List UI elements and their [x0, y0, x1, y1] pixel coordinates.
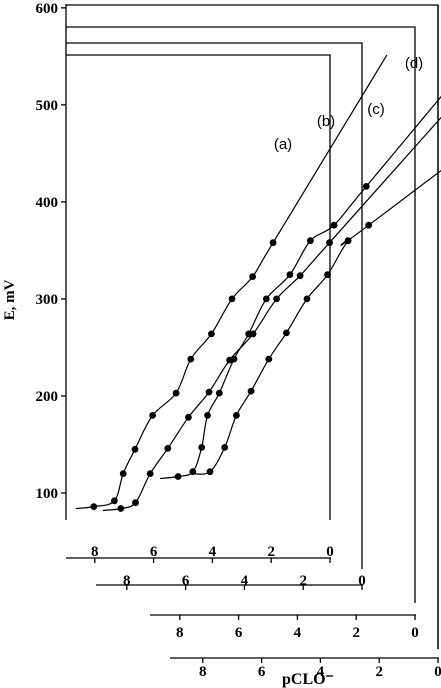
data-point: [132, 499, 139, 507]
x-tick-label: 2: [299, 573, 307, 589]
panel-border: [66, 26, 416, 603]
data-points: [90, 183, 373, 512]
data-point: [174, 473, 182, 480]
curve-labels: (a) (b) (c) (d): [274, 55, 423, 153]
fitted-curves: [75, 54, 441, 512]
x-tick-label: 0: [326, 544, 334, 560]
data-point: [296, 272, 304, 280]
fitted-curve-d: [191, 169, 441, 475]
data-point: [208, 330, 215, 338]
fitted-curve-b: [102, 116, 441, 512]
fitted-curve-a: [75, 54, 388, 510]
data-point: [245, 330, 253, 338]
data-point: [198, 444, 206, 451]
data-point: [146, 470, 154, 477]
data-point: [185, 413, 192, 421]
data-point: [330, 221, 338, 229]
data-point: [119, 470, 127, 477]
data-point: [247, 387, 255, 395]
x-tick-label: 8: [176, 625, 184, 641]
x-tick-label: 0: [434, 664, 441, 680]
data-point: [187, 355, 195, 363]
data-point: [189, 468, 197, 476]
y-axis-title: E, mV: [2, 279, 18, 320]
y-tick-label: 400: [36, 195, 59, 211]
panel-frames: 8 6 4 2 0 8 6 4 2 0 8 6 4 2 0 8 6 4 2 0: [66, 4, 441, 680]
data-point: [273, 295, 280, 303]
data-point: [172, 389, 180, 397]
curve-label: (b): [317, 113, 335, 130]
x-tick-label: 6: [258, 664, 266, 680]
data-point: [149, 412, 157, 419]
panel-frame-c: [66, 26, 416, 620]
curve-label: (d): [405, 55, 423, 72]
x-tick-label: 8: [199, 664, 207, 680]
x-tick-label: 4: [241, 573, 249, 589]
y-tick-label: 300: [36, 292, 59, 308]
x-tick-label: 8: [123, 573, 131, 589]
x-tick-label: 2: [375, 664, 383, 680]
x-axis-title: pCLO⁻: [282, 671, 334, 688]
data-point: [286, 271, 294, 279]
y-axis: 100 200 300 400 500 600: [36, 1, 67, 520]
data-point: [265, 355, 273, 363]
data-point: [221, 444, 229, 451]
data-point: [233, 412, 240, 419]
data-point: [326, 239, 333, 247]
x-tick-label: 4: [317, 664, 325, 680]
data-point: [249, 273, 256, 280]
data-point: [303, 295, 311, 303]
x-tick-label: 2: [352, 625, 360, 641]
x-tick-label: 6: [150, 544, 158, 560]
data-point: [206, 468, 214, 476]
y-tick-label: 200: [36, 389, 59, 405]
data-point: [362, 183, 370, 190]
data-point: [131, 445, 139, 453]
y-tick-label: 600: [36, 1, 59, 17]
data-point: [307, 237, 314, 245]
data-point: [324, 271, 331, 279]
x-tick-label: 0: [411, 625, 419, 641]
data-point: [283, 329, 290, 337]
data-point: [164, 445, 172, 452]
data-point: [215, 389, 223, 397]
x-tick-label: 6: [182, 573, 190, 589]
data-point: [262, 295, 270, 303]
fitted-curve-c: [160, 95, 441, 480]
curve-label: (a): [274, 136, 292, 153]
x-tick-label: 2: [267, 544, 275, 560]
data-point: [269, 239, 277, 247]
data-point: [344, 237, 352, 245]
panel-border: [66, 42, 363, 569]
curve-label: (c): [367, 101, 385, 118]
data-point: [117, 505, 125, 512]
data-point: [365, 221, 373, 229]
data-point: [111, 497, 118, 505]
x-tick-label: 4: [209, 544, 217, 560]
panel-frame-b: [66, 42, 363, 590]
data-point: [230, 355, 238, 363]
data-point: [205, 388, 213, 396]
panel-frame-a: [66, 54, 331, 563]
data-point: [204, 412, 211, 419]
y-tick-label: 100: [36, 486, 59, 502]
panel-border: [66, 54, 331, 520]
y-tick-label: 500: [36, 98, 59, 114]
x-tick-label: 0: [358, 573, 366, 589]
x-tick-label: 6: [235, 625, 243, 641]
data-point: [228, 295, 236, 303]
x-tick-label: 4: [294, 625, 302, 641]
data-point: [90, 503, 98, 510]
x-tick-label: 8: [91, 544, 99, 560]
